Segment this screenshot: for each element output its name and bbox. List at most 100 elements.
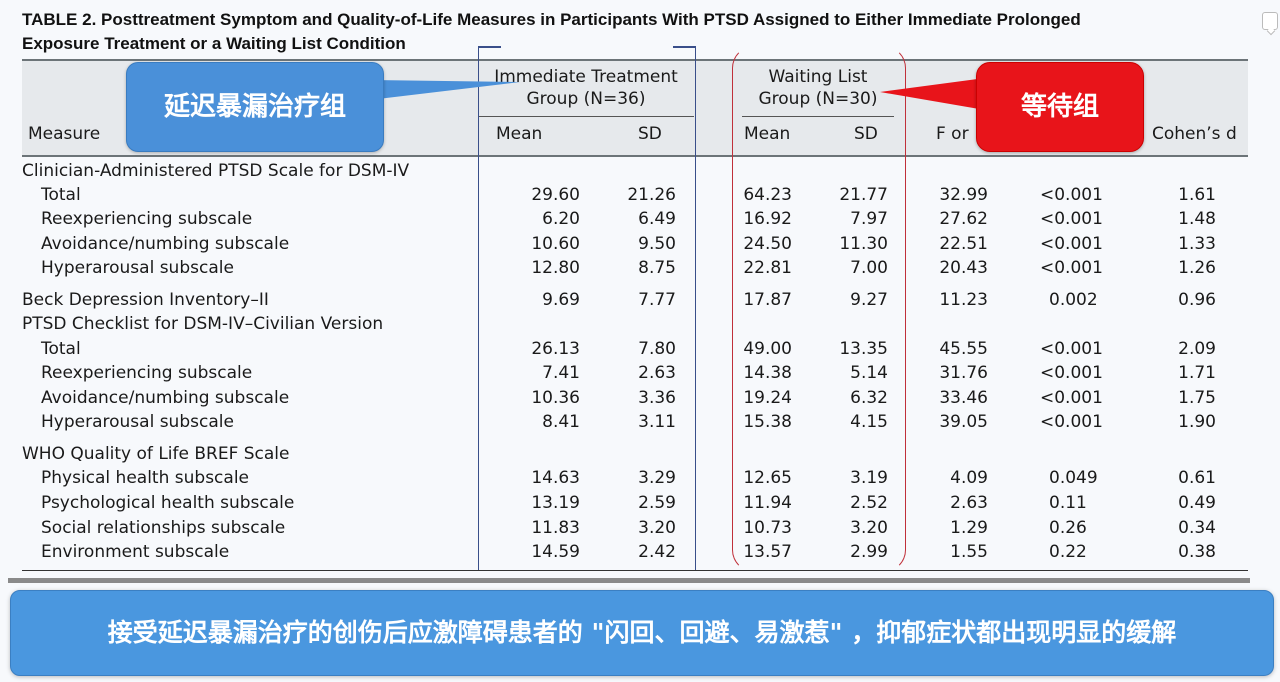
cell-wl-mean: 15.38: [743, 412, 792, 432]
cell-f: 27.62: [939, 209, 988, 229]
table-row: Hyperarousal subscale 12.80 8.75 22.81 7.00 2…: [0, 256, 1280, 280]
header-group-waiting-line1: Waiting List: [768, 67, 868, 87]
cell-p: <0.001: [1040, 185, 1103, 205]
comment-icon[interactable]: [1262, 12, 1278, 30]
header-imm-sd: SD: [638, 124, 662, 144]
cell-f: 22.51: [939, 234, 988, 254]
header-wl-sd: SD: [854, 124, 878, 144]
cell-f: 33.46: [939, 388, 988, 408]
cell-imm-mean: 13.19: [531, 493, 580, 513]
table-row: Physical health subscale 14.63 3.29 12.65 3.…: [0, 466, 1280, 490]
table-title-line1: TABLE 2. Posttreatment Symptom and Quali…: [22, 10, 1081, 29]
cell-f: 4.09: [950, 468, 988, 488]
cell-f: 31.76: [939, 363, 988, 383]
row-label: Environment subscale: [41, 542, 230, 562]
header-imm-mean: Mean: [496, 124, 543, 144]
cell-f: 1.29: [950, 518, 988, 538]
row-label: WHO Quality of Life BREF Scale: [22, 444, 290, 464]
cell-f: 2.63: [950, 493, 988, 513]
cell-imm-sd: 2.42: [638, 542, 676, 562]
cell-wl-mean: 12.65: [743, 468, 792, 488]
cell-wl-sd: 13.35: [839, 339, 888, 359]
cell-wl-mean: 19.24: [743, 388, 792, 408]
cell-imm-sd: 3.29: [638, 468, 676, 488]
row-label: PTSD Checklist for DSM-IV–Civilian Versi…: [22, 314, 384, 334]
cell-imm-mean: 7.41: [542, 363, 580, 383]
cell-p: <0.001: [1040, 209, 1103, 229]
cell-wl-sd: 5.14: [850, 363, 888, 383]
row-label: Clinician-Administered PTSD Scale for DS…: [22, 161, 410, 181]
red-callout-pointer: [880, 78, 985, 110]
cell-p: <0.001: [1040, 412, 1103, 432]
cell-p: 0.002: [1049, 290, 1098, 310]
table-row: Avoidance/numbing subscale 10.36 3.36 19.24…: [0, 386, 1280, 410]
row-label: Reexperiencing subscale: [41, 209, 253, 229]
group-rule-immediate: [478, 116, 694, 117]
header-wl-mean: Mean: [744, 124, 791, 144]
cell-imm-sd: 21.26: [627, 185, 676, 205]
cell-wl-sd: 7.00: [850, 258, 888, 278]
waiting-group-highlight: [732, 46, 906, 572]
cell-imm-mean: 14.59: [531, 542, 580, 562]
row-label: Avoidance/numbing subscale: [41, 234, 290, 254]
cell-wl-sd: 11.30: [839, 234, 888, 254]
cell-p: 0.049: [1049, 468, 1098, 488]
cell-imm-mean: 10.36: [531, 388, 580, 408]
row-label: Physical health subscale: [41, 468, 250, 488]
cell-f: 11.23: [939, 290, 988, 310]
cell-imm-mean: 10.60: [531, 234, 580, 254]
cell-d: 0.49: [1178, 493, 1216, 513]
blue-callout: 延迟暴漏治疗组: [126, 62, 384, 152]
cell-imm-mean: 29.60: [531, 185, 580, 205]
cell-wl-sd: 21.77: [839, 185, 888, 205]
cell-d: 2.09: [1178, 339, 1216, 359]
row-label: Total: [41, 339, 81, 359]
cell-wl-mean: 13.57: [743, 542, 792, 562]
cell-wl-mean: 64.23: [743, 185, 792, 205]
table-row: Psychological health subscale 13.19 2.59 11…: [0, 491, 1280, 515]
table-row: Clinician-Administered PTSD Scale for DS…: [0, 159, 1280, 183]
table-row: Total 26.13 7.80 49.00 13.35 45.55 <0.001 2.09: [0, 337, 1280, 361]
cell-f: 1.55: [950, 542, 988, 562]
cell-imm-sd: 3.11: [638, 412, 676, 432]
cell-d: 0.61: [1178, 468, 1216, 488]
cell-wl-sd: 3.19: [850, 468, 888, 488]
header-measure: Measure: [28, 124, 101, 144]
cell-imm-mean: 12.80: [531, 258, 580, 278]
cell-d: 0.38: [1178, 542, 1216, 562]
cell-wl-sd: 6.32: [850, 388, 888, 408]
cell-wl-mean: 24.50: [743, 234, 792, 254]
cell-d: 1.90: [1178, 412, 1216, 432]
header-group-immediate-line1: Immediate Treatment: [494, 67, 678, 87]
cell-p: <0.001: [1040, 258, 1103, 278]
cell-wl-sd: 4.15: [850, 412, 888, 432]
cell-p: <0.001: [1040, 234, 1103, 254]
cell-wl-mean: 16.92: [743, 209, 792, 229]
cell-imm-sd: 3.20: [638, 518, 676, 538]
row-label: Reexperiencing subscale: [41, 363, 253, 383]
cell-imm-mean: 14.63: [531, 468, 580, 488]
cell-wl-mean: 49.00: [743, 339, 792, 359]
table-row: WHO Quality of Life BREF Scale: [0, 442, 1280, 466]
cell-f: 20.43: [939, 258, 988, 278]
cell-d: 1.26: [1178, 258, 1216, 278]
header-group-waiting: Waiting List Group (N=30): [732, 66, 904, 110]
cell-d: 1.75: [1178, 388, 1216, 408]
cell-wl-mean: 11.94: [743, 493, 792, 513]
cell-imm-sd: 8.75: [638, 258, 676, 278]
cell-imm-sd: 3.36: [638, 388, 676, 408]
cell-d: 1.33: [1178, 234, 1216, 254]
cell-imm-sd: 7.80: [638, 339, 676, 359]
cell-d: 0.96: [1178, 290, 1216, 310]
row-label: Total: [41, 185, 81, 205]
cell-imm-sd: 6.49: [638, 209, 676, 229]
cell-wl-mean: 14.38: [743, 363, 792, 383]
header-cohens-d: Cohen’s d: [1152, 124, 1237, 144]
row-label: Psychological health subscale: [41, 493, 295, 513]
cell-f: 39.05: [939, 412, 988, 432]
cell-wl-sd: 3.20: [850, 518, 888, 538]
table-row: Total 29.60 21.26 64.23 21.77 32.99 <0.001 1.61: [0, 183, 1280, 207]
blue-callout-pointer: [370, 80, 520, 100]
cell-imm-mean: 11.83: [531, 518, 580, 538]
